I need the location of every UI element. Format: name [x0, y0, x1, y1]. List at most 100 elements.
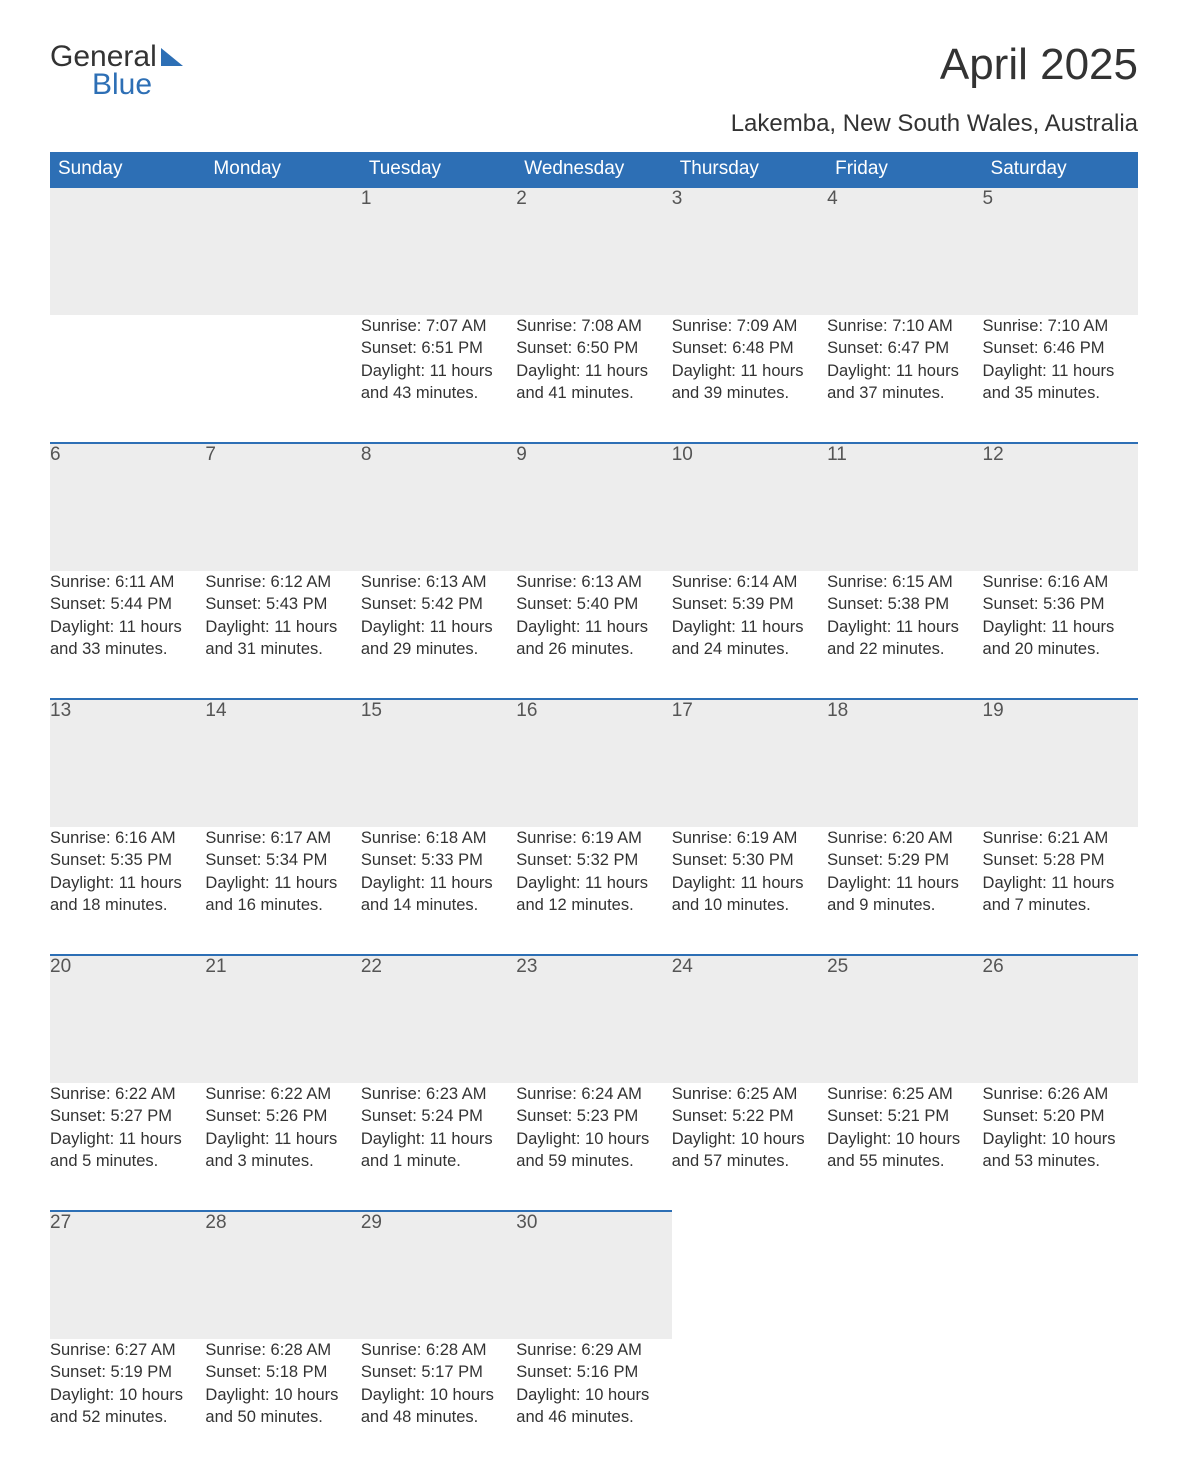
daylight-line: Daylight: 10 hours and 53 minutes.: [983, 1128, 1138, 1173]
daylight-line: Daylight: 11 hours and 7 minutes.: [983, 872, 1138, 917]
sunrise-line: Sunrise: 6:26 AM: [983, 1083, 1138, 1105]
sunrise-line: Sunrise: 6:12 AM: [205, 571, 360, 593]
week-content-row: Sunrise: 6:22 AMSunset: 5:27 PMDaylight:…: [50, 1083, 1138, 1211]
day-header: Monday: [205, 152, 360, 187]
day-cell: Sunrise: 6:24 AMSunset: 5:23 PMDaylight:…: [516, 1083, 671, 1211]
sunset-line: Sunset: 5:42 PM: [361, 593, 516, 615]
daylight-line: Daylight: 10 hours and 55 minutes.: [827, 1128, 982, 1173]
day-number: 16: [516, 699, 671, 827]
sunset-line: Sunset: 5:16 PM: [516, 1361, 671, 1383]
day-cell: Sunrise: 6:19 AMSunset: 5:32 PMDaylight:…: [516, 827, 671, 955]
week-content-row: Sunrise: 6:27 AMSunset: 5:19 PMDaylight:…: [50, 1339, 1138, 1467]
sunrise-line: Sunrise: 7:10 AM: [827, 315, 982, 337]
sunrise-line: Sunrise: 7:08 AM: [516, 315, 671, 337]
header: General Blue April 2025: [50, 40, 1138, 102]
week-daynum-row: 20212223242526: [50, 955, 1138, 1083]
day-number: 1: [361, 187, 516, 315]
day-number: 20: [50, 955, 205, 1083]
sunrise-line: Sunrise: 6:17 AM: [205, 827, 360, 849]
sunset-line: Sunset: 5:34 PM: [205, 849, 360, 871]
day-number: 25: [827, 955, 982, 1083]
sunrise-line: Sunrise: 6:25 AM: [672, 1083, 827, 1105]
daylight-line: Daylight: 11 hours and 29 minutes.: [361, 616, 516, 661]
week-daynum-row: 12345: [50, 187, 1138, 315]
daylight-line: Daylight: 11 hours and 31 minutes.: [205, 616, 360, 661]
sunset-line: Sunset: 5:39 PM: [672, 593, 827, 615]
day-cell: Sunrise: 7:10 AMSunset: 6:47 PMDaylight:…: [827, 315, 982, 443]
daylight-line: Daylight: 11 hours and 39 minutes.: [672, 360, 827, 405]
sunset-line: Sunset: 5:26 PM: [205, 1105, 360, 1127]
day-cell: Sunrise: 6:29 AMSunset: 5:16 PMDaylight:…: [516, 1339, 671, 1467]
sunrise-line: Sunrise: 6:19 AM: [516, 827, 671, 849]
day-header: Friday: [827, 152, 982, 187]
sunset-line: Sunset: 5:40 PM: [516, 593, 671, 615]
daylight-line: Daylight: 11 hours and 41 minutes.: [516, 360, 671, 405]
day-cell: Sunrise: 6:11 AMSunset: 5:44 PMDaylight:…: [50, 571, 205, 699]
day-cell: Sunrise: 6:16 AMSunset: 5:36 PMDaylight:…: [983, 571, 1138, 699]
daylight-line: Daylight: 11 hours and 12 minutes.: [516, 872, 671, 917]
sunrise-line: Sunrise: 6:27 AM: [50, 1339, 205, 1361]
day-cell: Sunrise: 6:25 AMSunset: 5:21 PMDaylight:…: [827, 1083, 982, 1211]
day-header-row: Sunday Monday Tuesday Wednesday Thursday…: [50, 152, 1138, 187]
sunrise-line: Sunrise: 6:14 AM: [672, 571, 827, 593]
sunset-line: Sunset: 6:50 PM: [516, 337, 671, 359]
sunset-line: Sunset: 5:27 PM: [50, 1105, 205, 1127]
empty-cell: [50, 315, 205, 443]
sunset-line: Sunset: 6:47 PM: [827, 337, 982, 359]
daylight-line: Daylight: 10 hours and 57 minutes.: [672, 1128, 827, 1173]
sunrise-line: Sunrise: 6:16 AM: [50, 827, 205, 849]
sunrise-line: Sunrise: 6:28 AM: [361, 1339, 516, 1361]
day-cell: Sunrise: 6:22 AMSunset: 5:27 PMDaylight:…: [50, 1083, 205, 1211]
sunset-line: Sunset: 6:51 PM: [361, 337, 516, 359]
day-header: Sunday: [50, 152, 205, 187]
page-title: April 2025: [940, 40, 1138, 90]
day-cell: Sunrise: 6:23 AMSunset: 5:24 PMDaylight:…: [361, 1083, 516, 1211]
sunrise-line: Sunrise: 6:23 AM: [361, 1083, 516, 1105]
day-cell: Sunrise: 6:18 AMSunset: 5:33 PMDaylight:…: [361, 827, 516, 955]
day-number: 26: [983, 955, 1138, 1083]
day-number: 10: [672, 443, 827, 571]
daylight-line: Daylight: 11 hours and 1 minute.: [361, 1128, 516, 1173]
week-daynum-row: 27282930: [50, 1211, 1138, 1339]
empty-cell: [672, 1339, 827, 1467]
sunrise-line: Sunrise: 6:29 AM: [516, 1339, 671, 1361]
empty-daynum: [50, 187, 205, 315]
sunrise-line: Sunrise: 6:20 AM: [827, 827, 982, 849]
empty-daynum: [672, 1211, 827, 1339]
sunrise-line: Sunrise: 7:09 AM: [672, 315, 827, 337]
sunset-line: Sunset: 5:19 PM: [50, 1361, 205, 1383]
daylight-line: Daylight: 11 hours and 26 minutes.: [516, 616, 671, 661]
sunrise-line: Sunrise: 6:13 AM: [361, 571, 516, 593]
sunrise-line: Sunrise: 6:16 AM: [983, 571, 1138, 593]
daylight-line: Daylight: 10 hours and 50 minutes.: [205, 1384, 360, 1429]
sunset-line: Sunset: 5:22 PM: [672, 1105, 827, 1127]
sunrise-line: Sunrise: 6:18 AM: [361, 827, 516, 849]
week-daynum-row: 6789101112: [50, 443, 1138, 571]
day-number: 13: [50, 699, 205, 827]
daylight-line: Daylight: 11 hours and 14 minutes.: [361, 872, 516, 917]
sunrise-line: Sunrise: 6:21 AM: [983, 827, 1138, 849]
day-cell: Sunrise: 7:07 AMSunset: 6:51 PMDaylight:…: [361, 315, 516, 443]
day-cell: Sunrise: 6:14 AMSunset: 5:39 PMDaylight:…: [672, 571, 827, 699]
sunset-line: Sunset: 5:32 PM: [516, 849, 671, 871]
day-cell: Sunrise: 6:19 AMSunset: 5:30 PMDaylight:…: [672, 827, 827, 955]
brand-part2: Blue: [92, 68, 183, 102]
sunrise-line: Sunrise: 7:10 AM: [983, 315, 1138, 337]
day-cell: Sunrise: 7:08 AMSunset: 6:50 PMDaylight:…: [516, 315, 671, 443]
sunset-line: Sunset: 5:17 PM: [361, 1361, 516, 1383]
empty-daynum: [827, 1211, 982, 1339]
day-number: 24: [672, 955, 827, 1083]
day-number: 3: [672, 187, 827, 315]
sunset-line: Sunset: 5:28 PM: [983, 849, 1138, 871]
day-number: 23: [516, 955, 671, 1083]
sunrise-line: Sunrise: 6:13 AM: [516, 571, 671, 593]
day-header: Saturday: [983, 152, 1138, 187]
sunset-line: Sunset: 5:38 PM: [827, 593, 982, 615]
day-cell: Sunrise: 7:09 AMSunset: 6:48 PMDaylight:…: [672, 315, 827, 443]
day-cell: Sunrise: 6:17 AMSunset: 5:34 PMDaylight:…: [205, 827, 360, 955]
day-cell: Sunrise: 6:26 AMSunset: 5:20 PMDaylight:…: [983, 1083, 1138, 1211]
empty-daynum: [205, 187, 360, 315]
day-number: 14: [205, 699, 360, 827]
daylight-line: Daylight: 11 hours and 5 minutes.: [50, 1128, 205, 1173]
day-number: 30: [516, 1211, 671, 1339]
